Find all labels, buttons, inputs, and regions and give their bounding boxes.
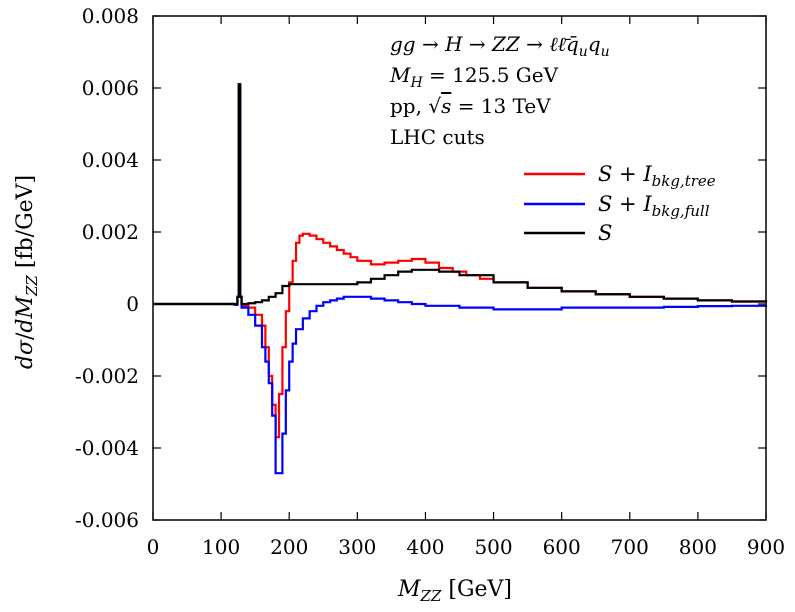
x-tick-label: 800	[679, 535, 717, 559]
annotation-energy: pp, √s = 13 TeV	[390, 94, 551, 118]
x-tick-label: 400	[406, 535, 444, 559]
x-tick-label: 100	[202, 535, 240, 559]
x-tick-label: 700	[611, 535, 649, 559]
y-tick-label: 0.006	[82, 76, 139, 100]
y-tick-label: 0.004	[82, 148, 139, 172]
x-tick-label: 0	[147, 535, 160, 559]
y-tick-label: 0.008	[82, 4, 139, 28]
annotation-block: gg → H → ZZ → ℓℓ̄q̄uqu MH = 125.5 GeV pp…	[389, 32, 610, 149]
ticks-layer: 0 100 200 300 400 500 600 700 800 900 -0.006 -0.004…	[75, 4, 785, 559]
y-tick-label: -0.006	[75, 508, 139, 532]
x-tick-label: 200	[270, 535, 308, 559]
y-tick-label: -0.004	[75, 436, 139, 460]
annotation-higgs-mass: MH = 125.5 GeV	[389, 63, 559, 91]
y-tick-label: 0	[126, 292, 139, 316]
x-tick-label: 900	[747, 535, 785, 559]
y-axis-title: dσ/dMZZ [fb/GeV]	[13, 175, 41, 369]
legend-label-s: S	[598, 221, 612, 245]
svg-text:dσ/dMZZ [fb/GeV]: dσ/dMZZ [fb/GeV]	[13, 175, 41, 369]
series-line-3	[153, 83, 768, 306]
series-line-2	[153, 83, 768, 475]
plot-frame	[152, 15, 767, 521]
y-tick-label: -0.002	[75, 364, 139, 388]
y-tick-label: 0.002	[82, 220, 139, 244]
x-axis-title: MZZ [GeV]	[397, 577, 512, 605]
annotation-process: gg → H → ZZ → ℓℓ̄q̄uqu	[390, 32, 610, 60]
x-tick-label: 600	[543, 535, 581, 559]
x-tick-label: 500	[474, 535, 512, 559]
x-tick-label: 300	[338, 535, 376, 559]
annotation-cuts: LHC cuts	[390, 125, 485, 149]
series-layer	[153, 83, 768, 475]
